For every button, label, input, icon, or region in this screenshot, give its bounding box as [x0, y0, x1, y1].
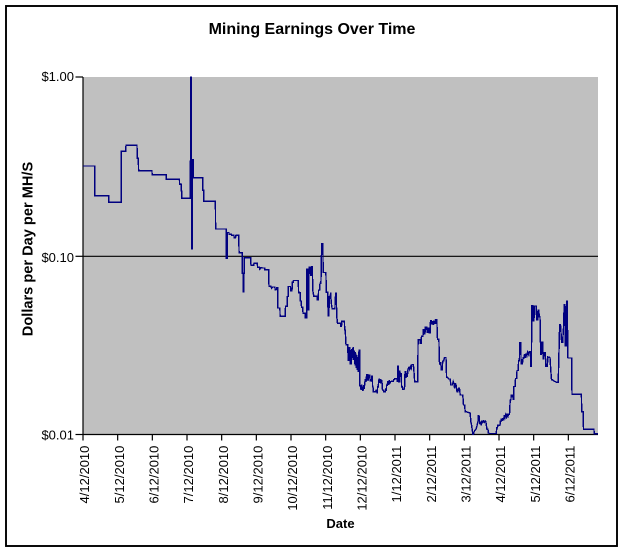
svg-text:8/12/2010: 8/12/2010	[216, 446, 231, 504]
svg-text:5/12/2010: 5/12/2010	[112, 446, 127, 504]
svg-text:3/12/2011: 3/12/2011	[459, 446, 474, 503]
svg-text:$0.10: $0.10	[41, 250, 74, 265]
svg-text:$1.00: $1.00	[41, 69, 74, 84]
svg-text:$0.01: $0.01	[41, 428, 74, 443]
svg-text:12/12/2010: 12/12/2010	[355, 446, 370, 511]
svg-text:2/12/2011: 2/12/2011	[424, 446, 439, 503]
svg-text:1/12/2011: 1/12/2011	[389, 446, 404, 503]
svg-text:6/12/2011: 6/12/2011	[563, 446, 578, 503]
svg-text:9/12/2010: 9/12/2010	[251, 446, 266, 504]
svg-text:10/12/2010: 10/12/2010	[285, 446, 300, 511]
svg-text:6/12/2010: 6/12/2010	[147, 446, 162, 504]
svg-text:4/12/2010: 4/12/2010	[77, 446, 92, 504]
svg-text:4/12/2011: 4/12/2011	[493, 446, 508, 503]
svg-text:Dollars per Day per MH/S: Dollars per Day per MH/S	[20, 162, 36, 337]
svg-text:5/12/2011: 5/12/2011	[528, 446, 543, 503]
svg-text:Date: Date	[326, 516, 354, 531]
svg-text:Mining Earnings Over Time: Mining Earnings Over Time	[209, 21, 416, 38]
svg-text:11/12/2010: 11/12/2010	[320, 446, 335, 510]
svg-text:7/12/2010: 7/12/2010	[181, 446, 196, 504]
